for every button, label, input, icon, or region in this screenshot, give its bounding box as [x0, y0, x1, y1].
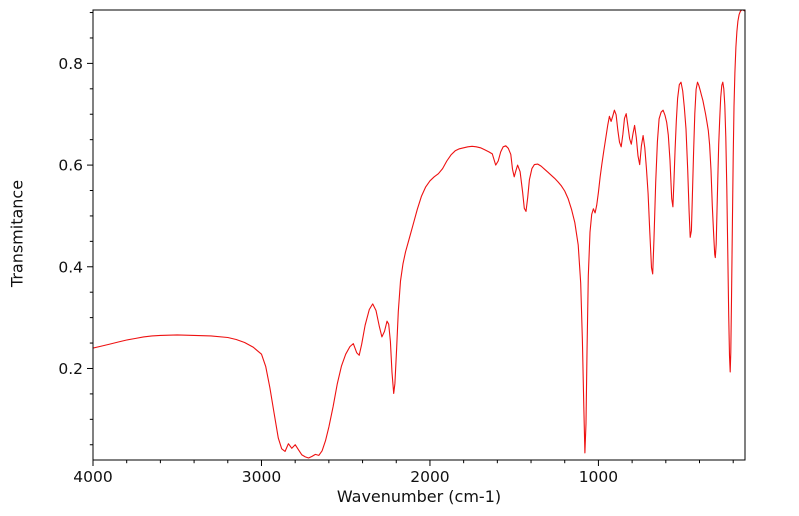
- x-axis-minor-ticks: [126, 460, 734, 464]
- y-tick-label: 0.4: [58, 258, 83, 276]
- y-axis-label: Transmitance: [7, 179, 27, 288]
- x-tick-label: 2000: [410, 468, 449, 486]
- x-axis-label: Wavenumber (cm-1): [336, 487, 502, 506]
- y-tick-label: 0.8: [58, 55, 83, 73]
- x-tick-label: 4000: [73, 468, 112, 486]
- spectrum-line: [93, 10, 745, 459]
- y-tick-label: 0.2: [58, 360, 83, 378]
- plot-border: [92, 9, 746, 461]
- x-tick-label: 1000: [579, 468, 618, 486]
- y-axis-minor-ticks: [89, 12, 93, 446]
- x-axis-ticks: 4000 3000 2000 1000: [73, 460, 618, 486]
- y-tick-label: 0.6: [58, 157, 83, 175]
- x-tick-label: 3000: [242, 468, 281, 486]
- y-axis-ticks: 0.2 0.4 0.6 0.8: [58, 55, 93, 378]
